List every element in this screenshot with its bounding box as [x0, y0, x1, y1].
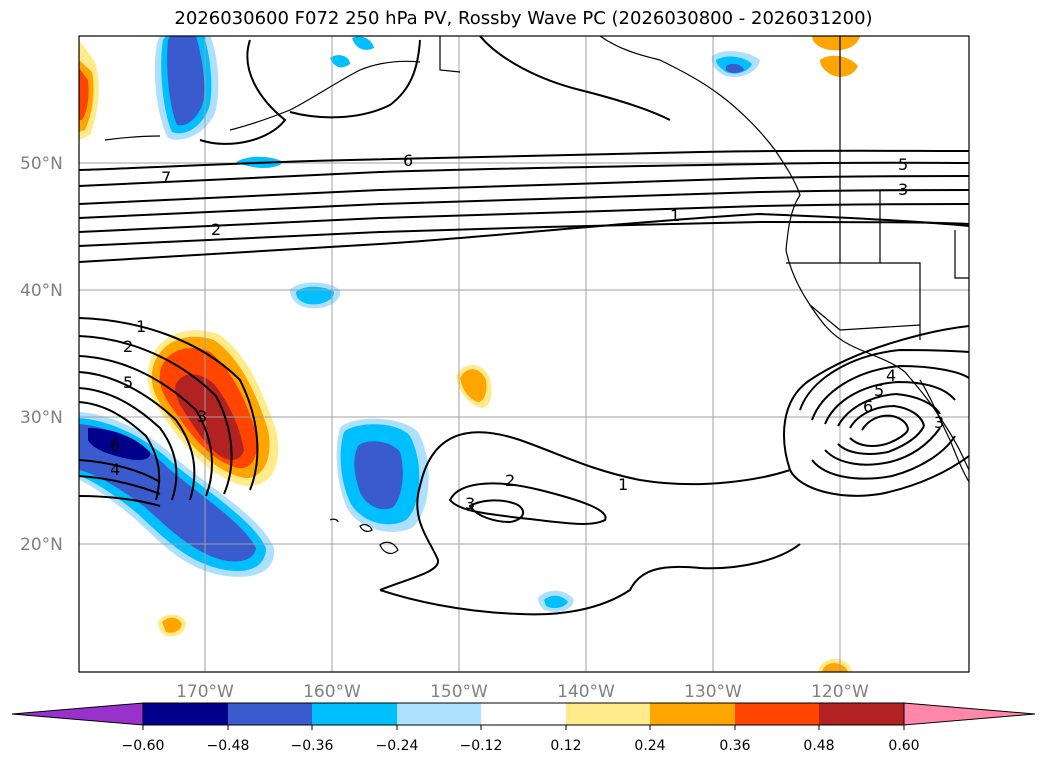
- lat-label: 50°N: [20, 154, 63, 174]
- contour-label: 3: [934, 413, 944, 432]
- colorbar-segment: [481, 703, 566, 725]
- colorbar-segment: [397, 703, 481, 725]
- lat-label: 40°N: [20, 281, 63, 301]
- lon-label: 140°W: [557, 682, 615, 702]
- pv-contours: [79, 36, 969, 616]
- colorbar-tick-label: −0.24: [376, 738, 419, 754]
- contour-label: 6: [403, 151, 413, 170]
- contour-label: 5: [898, 155, 908, 174]
- colorbar-tick-label: −0.36: [291, 738, 334, 754]
- graticule: [79, 36, 969, 672]
- colorbar-tick-label: 0.48: [803, 738, 834, 754]
- contour-label: 5: [874, 381, 884, 400]
- colorbar-tick-label: −0.60: [122, 738, 165, 754]
- lon-label: 150°W: [430, 682, 488, 702]
- map-border: [78, 35, 970, 673]
- contour-label: 1: [670, 206, 680, 225]
- lat-label: 30°N: [20, 408, 63, 428]
- lon-label: 120°W: [811, 682, 869, 702]
- latitude-labels: 50°N 40°N 30°N 20°N: [20, 154, 63, 555]
- contour-label: 6: [110, 436, 120, 455]
- colorbar-tick-label: 0.60: [888, 738, 919, 754]
- colorbar-extend-max: [903, 702, 1036, 726]
- lon-label: 170°W: [176, 682, 234, 702]
- colorbar-segment: [312, 703, 397, 725]
- colorbar-tick-label: 0.36: [719, 738, 750, 754]
- contour-label: 7: [161, 168, 171, 187]
- contour-label: 4: [110, 460, 120, 479]
- colorbar-segment: [735, 703, 819, 725]
- lon-label: 130°W: [684, 682, 742, 702]
- colorbar-tick-labels: −0.60 −0.48 −0.36 −0.24 −0.12 0.12 0.24 …: [122, 738, 920, 754]
- colorbar-segment: [650, 703, 735, 725]
- colorbar-segment: [819, 703, 904, 725]
- contour-label: 6: [863, 397, 873, 416]
- contour-label: 1: [618, 475, 628, 494]
- contour-labels: 7 6 2 1 5 3 1 2 5 3 6 4 2 3 1 4 6 5 3: [110, 151, 944, 513]
- colorbar-ticks: [142, 725, 905, 730]
- colorbar: −0.60 −0.48 −0.36 −0.24 −0.12 0.12 0.24 …: [11, 702, 1036, 754]
- lat-label: 20°N: [20, 535, 63, 555]
- colorbar-tick-label: 0.12: [550, 738, 581, 754]
- contour-label: 2: [211, 220, 221, 239]
- colorbar-outline: [142, 702, 905, 726]
- map-title: 2026030600 F072 250 hPa PV, Rossby Wave …: [174, 8, 873, 29]
- contour-label: 5: [123, 373, 133, 392]
- contour-label: 4: [886, 366, 896, 385]
- pc-shading: [79, 36, 860, 672]
- contour-label: 1: [136, 317, 146, 336]
- contour-label: 2: [123, 337, 133, 356]
- contour-label: 3: [898, 180, 908, 199]
- colorbar-segment: [143, 703, 228, 725]
- contour-label: 3: [197, 407, 207, 426]
- colorbar-segment: [228, 703, 312, 725]
- colorbar-tick-label: −0.12: [460, 738, 503, 754]
- colorbar-extend-min: [11, 702, 144, 726]
- contour-label: 2: [505, 471, 515, 490]
- contour-label: 3: [465, 494, 475, 513]
- colorbar-tick-label: 0.24: [634, 738, 665, 754]
- lon-label: 160°W: [303, 682, 361, 702]
- colorbar-tick-label: −0.48: [207, 738, 250, 754]
- colorbar-segment: [566, 703, 650, 725]
- longitude-labels: 170°W 160°W 150°W 140°W 130°W 120°W: [176, 682, 869, 702]
